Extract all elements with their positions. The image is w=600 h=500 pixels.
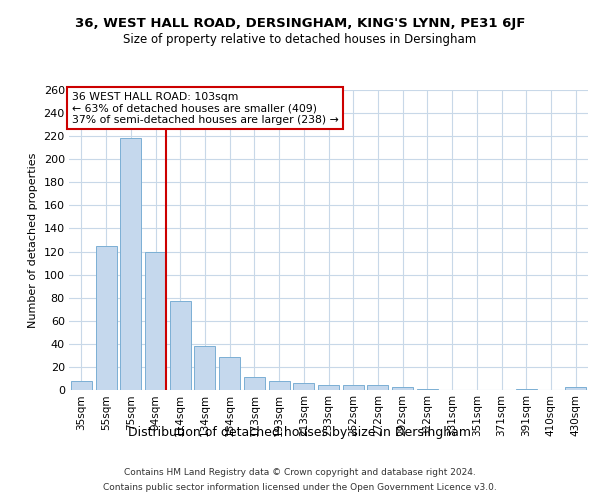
Text: Distribution of detached houses by size in Dersingham: Distribution of detached houses by size …: [128, 426, 472, 439]
Text: 36, WEST HALL ROAD, DERSINGHAM, KING'S LYNN, PE31 6JF: 36, WEST HALL ROAD, DERSINGHAM, KING'S L…: [75, 18, 525, 30]
Bar: [516, 389, 537, 390]
Text: Contains HM Land Registry data © Crown copyright and database right 2024.: Contains HM Land Registry data © Crown c…: [124, 468, 476, 477]
Bar: [170, 301, 191, 390]
Bar: [318, 386, 339, 390]
Bar: [367, 386, 388, 390]
Bar: [392, 386, 413, 390]
Bar: [417, 389, 438, 390]
Bar: [219, 356, 240, 390]
Bar: [343, 386, 364, 390]
Text: Contains public sector information licensed under the Open Government Licence v3: Contains public sector information licen…: [103, 483, 497, 492]
Bar: [120, 138, 141, 390]
Text: Size of property relative to detached houses in Dersingham: Size of property relative to detached ho…: [124, 32, 476, 46]
Bar: [71, 381, 92, 390]
Text: 36 WEST HALL ROAD: 103sqm
← 63% of detached houses are smaller (409)
37% of semi: 36 WEST HALL ROAD: 103sqm ← 63% of detac…: [71, 92, 338, 124]
Y-axis label: Number of detached properties: Number of detached properties: [28, 152, 38, 328]
Bar: [293, 383, 314, 390]
Bar: [194, 346, 215, 390]
Bar: [244, 378, 265, 390]
Bar: [269, 381, 290, 390]
Bar: [95, 246, 116, 390]
Bar: [565, 386, 586, 390]
Bar: [145, 252, 166, 390]
